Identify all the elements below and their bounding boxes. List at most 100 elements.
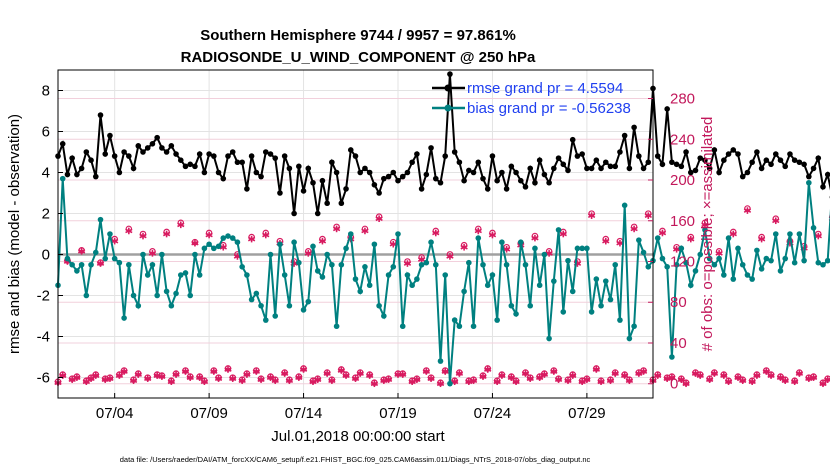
bias-point-62: [347, 231, 354, 237]
rmse-point-60: [338, 200, 345, 207]
rmse-point-113: [588, 165, 595, 172]
obs-assimilated-point-94: [498, 372, 506, 379]
rmse-point-154: [782, 163, 789, 170]
rmse-point-135: [692, 167, 699, 174]
rmse-point-61: [343, 186, 349, 192]
y-left-tick-label-0: -6: [37, 370, 50, 387]
rmse-point-141: [721, 157, 727, 163]
rmse-point-99: [522, 184, 529, 190]
rmse-point-130: [669, 159, 675, 166]
obs-assimilated-point-59: [332, 225, 341, 233]
obs-assimilated-point-41: [247, 235, 256, 243]
bias-point-56: [319, 274, 326, 280]
rmse-point-51: [296, 163, 302, 170]
obs-assimilated-point-4: [73, 374, 81, 381]
rmse-point-156: [791, 157, 798, 163]
obs-assimilated-point-147: [748, 378, 756, 386]
rmse-point-147: [749, 159, 755, 166]
bias-point-86: [461, 288, 467, 295]
obs-assimilated-point-19: [144, 375, 152, 382]
bias-point-45: [267, 251, 274, 258]
obs-assimilated-point-42: [252, 368, 260, 375]
left-axis-ticks: -6 -4 -2 0 2 4 6 8: [37, 83, 63, 387]
bias-point-6: [83, 292, 90, 299]
obs-assimilated-point-125: [644, 212, 652, 219]
rmse-point-13: [116, 169, 123, 176]
bias-point-156: [791, 259, 798, 266]
right-axis-label: # of obs: o=possible; ×=assimilated: [699, 117, 716, 352]
rmse-point-146: [744, 169, 751, 176]
rmse-point-4: [74, 171, 80, 178]
right-axis-ticks: 0 40 80 120 160 200 240 280: [648, 91, 695, 393]
rmse-point-48: [281, 153, 288, 159]
bias-point-66: [366, 282, 373, 289]
bias-point-115: [598, 302, 604, 309]
chart-title-line1: Southern Hemisphere 9744 / 9957 = 97.861…: [200, 27, 516, 44]
rmse-point-127: [654, 153, 661, 159]
rmse-point-35: [220, 175, 227, 182]
bias-point-138: [706, 255, 713, 262]
rmse-point-132: [678, 163, 685, 170]
rmse-point-140: [716, 169, 722, 176]
bias-point-111: [579, 245, 585, 252]
rmse-point-22: [159, 145, 165, 151]
obs-assimilated-point-29: [191, 239, 199, 247]
obs-assimilated-point-128: [658, 229, 667, 237]
bias-point-67: [371, 241, 378, 248]
bias-point-69: [381, 313, 387, 319]
rmse-point-128: [659, 161, 666, 168]
bias-point-24: [168, 302, 175, 309]
obs-assimilated-point-40: [243, 371, 251, 378]
rmse-point-18: [140, 149, 146, 155]
obs-assimilated-point-82: [441, 368, 449, 375]
y-left-tick-label-1: -4: [37, 329, 50, 346]
bias-point-59: [333, 323, 340, 330]
chart-title-line2: RADIOSONDE_U_WIND_COMPONENT @ 250 hPa: [181, 49, 536, 66]
obs-assimilated-point-60: [337, 367, 345, 374]
bias-point-51: [296, 259, 302, 266]
rmse-point-137: [702, 157, 708, 163]
rmse-point-33: [211, 153, 217, 159]
rmse-point-34: [215, 169, 222, 176]
obs-assimilated-point-134: [687, 235, 695, 243]
rmse-point-43: [258, 173, 264, 180]
obs-assimilated-point-55: [314, 376, 322, 383]
obs-assimilated-point-100: [526, 375, 534, 382]
bias-point-43: [258, 302, 264, 309]
bias-point-33: [211, 245, 217, 252]
bias-point-93: [494, 317, 500, 323]
rmse-point-39: [239, 159, 245, 166]
bias-point-147: [749, 276, 755, 282]
obs-assimilated-point-26: [177, 221, 185, 229]
rmse-point-15: [126, 153, 132, 159]
obs-assimilated-point-137: [701, 221, 709, 229]
bias-point-34: [215, 243, 222, 250]
rmse-point-103: [541, 171, 548, 178]
bias-point-104: [546, 335, 552, 342]
y-left-tick-label-7: 8: [42, 83, 50, 100]
obs-assimilated-point-80: [432, 229, 440, 237]
rmse-point-139: [711, 147, 718, 153]
rmse-point-9: [97, 112, 104, 118]
rmse-point-27: [182, 163, 189, 170]
bias-point-54: [310, 243, 316, 250]
bias-point-134: [687, 282, 694, 289]
bias-point-31: [201, 245, 208, 252]
bias-point-99: [522, 261, 529, 268]
rmse-point-55: [314, 210, 321, 217]
obs-assimilated-point-73: [399, 371, 407, 378]
obs-assimilated-point-48: [281, 370, 289, 377]
bias-point-154: [782, 255, 789, 262]
bias-point-65: [362, 264, 368, 270]
bias-point-163: [824, 257, 830, 264]
obs-assimilated-point-115: [597, 378, 605, 386]
bias-point-21: [154, 292, 160, 299]
bias-point-44: [262, 317, 269, 323]
obs-assimilated-point-105: [550, 368, 558, 375]
rmse-point-46: [272, 155, 279, 161]
obs-assimilated-point-162: [819, 380, 827, 388]
rmse-point-88: [470, 169, 477, 176]
rmse-point-41: [248, 153, 255, 159]
bias-point-22: [159, 251, 165, 258]
